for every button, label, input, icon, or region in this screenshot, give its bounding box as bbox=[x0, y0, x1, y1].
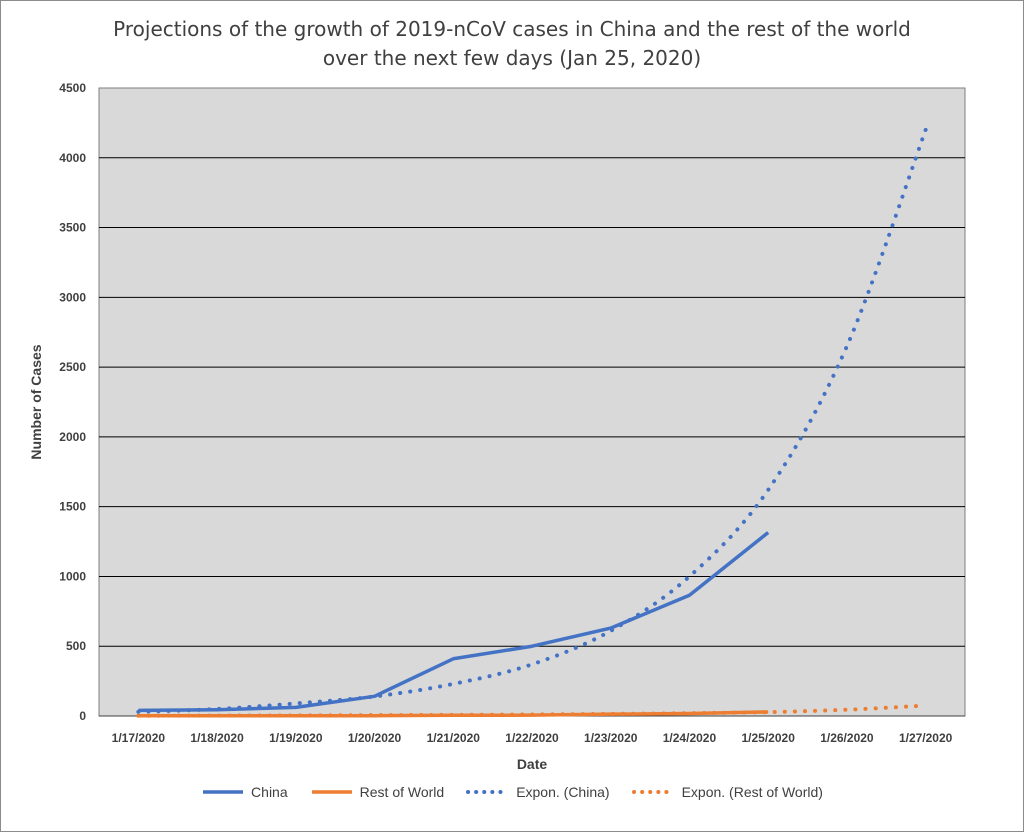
legend: China Rest of World Expon. (China) Expon. (… bbox=[1, 784, 1023, 800]
legend-label: China bbox=[251, 784, 288, 800]
x-tick-label: 1/25/2020 bbox=[741, 731, 795, 745]
x-tick-label: 1/18/2020 bbox=[190, 731, 244, 745]
y-tick-label: 2000 bbox=[59, 430, 86, 444]
legend-item: Expon. (Rest of World) bbox=[631, 784, 823, 800]
y-axis-tick-labels: 0 500 1000 1500 2000 2500 3000 3500 4000 4500 bbox=[59, 81, 86, 723]
y-axis-title: Number of Cases bbox=[28, 344, 44, 459]
legend-swatch bbox=[466, 790, 511, 794]
y-tick-label: 1000 bbox=[59, 569, 86, 583]
x-axis-tick-labels: 1/17/2020 1/18/2020 1/19/2020 1/20/2020 1/21… bbox=[112, 731, 953, 745]
chart-title-line-1: Projections of the growth of 2019-nCoV c… bbox=[113, 17, 911, 41]
chart-title-line-2: over the next few days (Jan 25, 2020) bbox=[322, 46, 702, 70]
legend-swatch bbox=[311, 790, 352, 794]
chart-title: Projections of the growth of 2019-nCoV c… bbox=[1, 15, 1023, 73]
legend-swatch bbox=[631, 790, 676, 794]
series-line-china bbox=[138, 531, 770, 713]
legend-label: Expon. (China) bbox=[516, 784, 610, 800]
y-tick-label: 3000 bbox=[59, 290, 86, 304]
x-tick-label: 1/21/2020 bbox=[427, 731, 481, 745]
legend-item: Rest of World bbox=[310, 784, 445, 800]
y-tick-label: 500 bbox=[66, 639, 86, 653]
x-tick-label: 1/22/2020 bbox=[505, 731, 559, 745]
legend-item: Expon. (China) bbox=[466, 784, 610, 800]
y-tick-label: 4000 bbox=[59, 151, 86, 165]
x-tick-label: 1/24/2020 bbox=[663, 731, 717, 745]
x-tick-label: 1/23/2020 bbox=[584, 731, 638, 745]
x-tick-label: 1/26/2020 bbox=[820, 731, 874, 745]
legend-item: China bbox=[201, 784, 288, 800]
gridlines bbox=[99, 157, 965, 717]
legend-label: Expon. (Rest of World) bbox=[681, 784, 823, 800]
x-tick-label: 1/27/2020 bbox=[899, 731, 953, 745]
y-tick-label: 3500 bbox=[59, 221, 86, 235]
plot-area bbox=[98, 87, 966, 717]
legend-swatch bbox=[203, 790, 244, 794]
series-layer bbox=[136, 127, 928, 718]
y-tick-label: 4500 bbox=[59, 81, 86, 95]
legend-label: Rest of World bbox=[359, 784, 445, 800]
y-tick-label: 0 bbox=[79, 709, 86, 723]
x-tick-label: 1/19/2020 bbox=[269, 731, 323, 745]
x-tick-label: 1/20/2020 bbox=[348, 731, 402, 745]
y-tick-label: 1500 bbox=[59, 500, 86, 514]
y-tick-label: 2500 bbox=[59, 360, 86, 374]
x-axis-title: Date bbox=[517, 756, 548, 772]
x-tick-label: 1/17/2020 bbox=[112, 731, 166, 745]
series-line-rest-of-world bbox=[138, 710, 769, 718]
